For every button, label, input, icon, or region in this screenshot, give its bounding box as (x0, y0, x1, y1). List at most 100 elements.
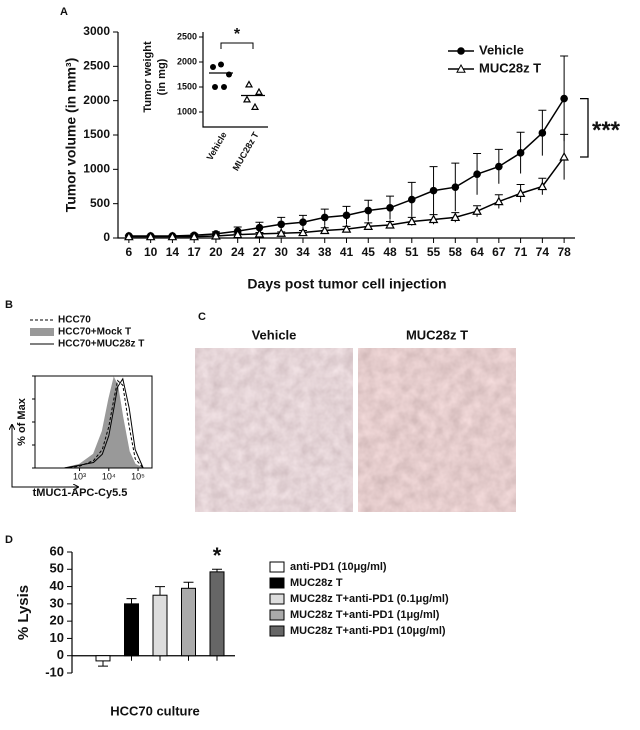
error-bar (183, 581, 194, 589)
y-tick-label: 1500 (177, 81, 197, 91)
point (406, 216, 417, 226)
legend-swatch (269, 625, 285, 637)
x-tick-label: 74 (536, 245, 550, 259)
point (277, 220, 286, 229)
y-tick-label: 10 (50, 630, 64, 645)
legend-marker (457, 47, 465, 55)
point (218, 61, 224, 68)
histology-image (194, 347, 354, 513)
x-tick-label: 38 (318, 245, 332, 259)
point (276, 228, 287, 237)
legend-label: MUC28z T (479, 60, 541, 75)
histogram-curve (64, 379, 144, 469)
histology-image (357, 347, 517, 513)
legend-swatch (269, 561, 285, 573)
point (386, 203, 394, 212)
x-tick-label: 24 (231, 245, 245, 259)
x-tick-label: 6 (126, 245, 133, 259)
point (255, 223, 264, 232)
y-tick-label: 0 (103, 230, 110, 244)
y-tick-label: 1500 (83, 127, 110, 141)
panel-label: D (5, 534, 13, 546)
point (451, 183, 460, 191)
bar (181, 587, 196, 657)
y-tick-label: 20 (50, 613, 64, 628)
point (298, 227, 308, 237)
x-tick-label: 55 (427, 245, 441, 259)
x-tick-label: 45 (362, 245, 376, 259)
x-tick-label: 78 (557, 245, 571, 259)
x-tick-label: 14 (166, 245, 180, 259)
image-title: Vehicle (252, 327, 297, 342)
y-tick-label: 500 (90, 196, 110, 210)
point (538, 129, 547, 137)
point (407, 195, 416, 204)
bar (124, 603, 139, 657)
legend-label: HCC70+Mock T (58, 327, 131, 338)
x-tick-label: 58 (449, 245, 463, 259)
point (167, 231, 178, 241)
point (319, 225, 330, 235)
x-tick-label: 51 (405, 245, 419, 259)
x-tick-label: 64 (470, 245, 484, 259)
x-tick-label: 30 (275, 245, 289, 259)
point (221, 84, 227, 90)
point (560, 94, 568, 103)
point (145, 231, 156, 241)
x-tick-label: 10⁴ (102, 471, 116, 481)
legend-label: MUC28z T+anti-PD1 (0.1μg/ml) (290, 593, 449, 605)
annotation: * (234, 26, 241, 43)
point (363, 221, 374, 230)
point (385, 219, 395, 229)
y-tick-label: 3000 (83, 24, 110, 38)
point (342, 211, 351, 220)
x-tick-label: 71 (514, 245, 528, 259)
x-tick-label: MUC28z T (231, 130, 261, 173)
x-tick-label: 27 (253, 245, 267, 259)
point (537, 181, 548, 191)
x-axis-label: Days post tumor cell injection (247, 276, 446, 292)
legend-label: MUC28z T (290, 577, 343, 589)
point (320, 213, 329, 222)
legend-label: Vehicle (479, 42, 524, 57)
panel-label: B (5, 299, 13, 311)
y-axis-label: Tumor volume (in mm³) (63, 58, 79, 213)
point (254, 87, 264, 95)
point (211, 230, 221, 240)
point (242, 95, 252, 103)
histogram-curve (64, 377, 144, 469)
y-tick-label: 2000 (177, 56, 197, 66)
x-axis-label: HCC70 culture (110, 703, 200, 718)
point (299, 218, 307, 227)
legend-label: anti-PD1 (10μg/ml) (290, 561, 387, 573)
y-axis-label: Tumor weight (142, 41, 154, 113)
x-tick-label: 67 (492, 245, 506, 259)
x-tick-label: 34 (296, 245, 310, 259)
point (210, 64, 216, 70)
y-axis-label: (in mg) (156, 58, 168, 95)
y-tick-label: 50 (50, 561, 64, 576)
legend-swatch (30, 328, 54, 336)
panel-label: C (198, 311, 206, 323)
histogram-curve (64, 376, 144, 469)
x-tick-label: 10⁵ (131, 471, 145, 481)
image-title: MUC28z T (406, 327, 468, 342)
x-tick-label: 48 (383, 245, 397, 259)
bracket (220, 42, 254, 49)
point (559, 151, 569, 161)
x-tick-label: 10³ (73, 471, 86, 481)
error-bar (155, 586, 165, 596)
annotation: * (213, 543, 222, 568)
bar (209, 571, 225, 657)
y-tick-label: 40 (50, 578, 64, 593)
x-tick-label: Vehicle (205, 130, 229, 162)
point (516, 149, 525, 157)
point (254, 228, 265, 238)
y-tick-label: 1000 (177, 106, 197, 116)
y-axis-label: % of Max (16, 397, 28, 446)
bar (95, 655, 111, 662)
annotation: *** (592, 117, 621, 144)
point (364, 206, 373, 215)
x-tick-label: 41 (340, 245, 354, 259)
legend-label: MUC28z T+anti-PD1 (10μg/ml) (290, 625, 446, 637)
